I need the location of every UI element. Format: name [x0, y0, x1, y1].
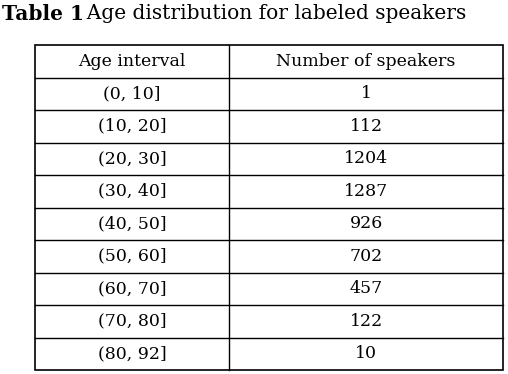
Text: 112: 112: [350, 118, 383, 135]
Text: (10, 20]: (10, 20]: [98, 118, 167, 135]
Text: 926: 926: [350, 215, 383, 232]
Text: Number of speakers: Number of speakers: [276, 53, 456, 70]
Text: 702: 702: [350, 248, 383, 265]
Text: (80, 92]: (80, 92]: [98, 345, 167, 362]
Text: (40, 50]: (40, 50]: [98, 215, 167, 232]
Text: (70, 80]: (70, 80]: [98, 313, 167, 330]
Text: 122: 122: [350, 313, 383, 330]
Text: (0, 10]: (0, 10]: [103, 85, 161, 102]
Text: 1: 1: [361, 85, 372, 102]
Text: . Age distribution for labeled speakers: . Age distribution for labeled speakers: [74, 4, 466, 23]
Text: (50, 60]: (50, 60]: [98, 248, 167, 265]
Text: Age interval: Age interval: [78, 53, 186, 70]
Text: (20, 30]: (20, 30]: [98, 150, 167, 167]
Text: 10: 10: [355, 345, 377, 362]
Text: (60, 70]: (60, 70]: [98, 280, 167, 297]
Text: (30, 40]: (30, 40]: [98, 183, 167, 200]
Text: 1287: 1287: [344, 183, 388, 200]
Text: Table 1: Table 1: [2, 4, 84, 24]
Text: 1204: 1204: [344, 150, 388, 167]
Text: 457: 457: [350, 280, 383, 297]
